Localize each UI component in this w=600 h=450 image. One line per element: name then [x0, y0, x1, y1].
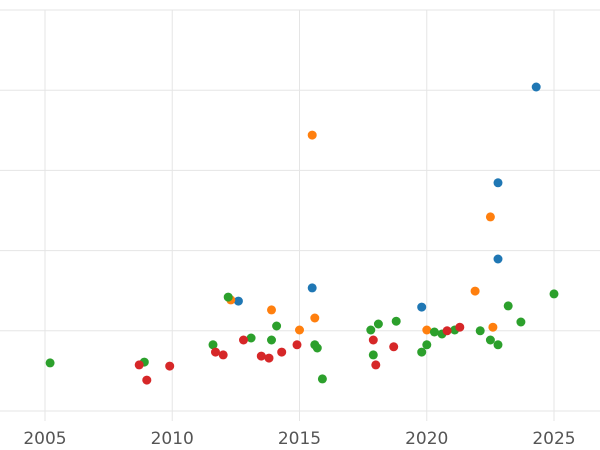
data-point-blue: [307, 283, 317, 293]
x-axis-tick-labels: 2005 2010 2015 2020 2025: [23, 429, 575, 449]
data-point-orange: [267, 305, 276, 315]
data-point-blue: [233, 296, 243, 306]
data-point-green: [417, 347, 427, 357]
data-point-green: [223, 292, 233, 302]
data-point-green: [373, 319, 383, 329]
data-point-orange: [295, 325, 304, 335]
data-point-green: [246, 333, 256, 343]
data-point-red: [277, 347, 287, 357]
data-point-red: [165, 361, 175, 371]
data-point-orange: [485, 212, 495, 222]
x-tick-label: 2020: [405, 429, 448, 449]
data-point-green: [312, 343, 322, 353]
data-point-green: [317, 374, 327, 384]
data-point-orange: [422, 325, 432, 335]
data-point-blue: [417, 302, 427, 312]
data-point-red: [455, 322, 465, 332]
x-tick-label: 2005: [23, 429, 66, 449]
data-point-green: [475, 326, 485, 336]
data-point-red: [142, 375, 152, 385]
data-point-green: [45, 358, 55, 368]
data-point-green: [368, 350, 378, 360]
data-point-red: [368, 335, 378, 345]
data-point-orange: [310, 313, 320, 323]
data-point-green: [267, 335, 276, 345]
data-point-green: [485, 335, 495, 345]
data-point-green: [549, 289, 559, 299]
data-point-green: [391, 316, 401, 326]
data-point-blue: [493, 254, 503, 264]
x-tick-label: 2025: [532, 429, 575, 449]
data-point-red: [218, 350, 228, 360]
data-point-red: [256, 351, 266, 361]
data-point-green: [422, 340, 432, 350]
data-point-green: [272, 321, 282, 331]
data-point-orange: [470, 286, 480, 296]
gridlines: [0, 9, 600, 421]
data-point-red: [292, 340, 302, 350]
data-point-red: [264, 353, 274, 363]
data-point-green: [493, 340, 503, 350]
x-tick-label: 2010: [151, 429, 194, 449]
data-point-red: [134, 360, 144, 370]
data-point-green: [429, 327, 439, 337]
data-point-green: [503, 301, 513, 311]
data-point-orange: [488, 322, 498, 332]
data-point-red: [239, 335, 248, 345]
data-point-green: [516, 317, 526, 327]
x-tick-label: 2015: [278, 429, 321, 449]
data-point-red: [211, 347, 220, 357]
data-point-blue: [493, 178, 503, 188]
data-point-blue: [531, 82, 541, 92]
data-point-red: [442, 326, 452, 336]
data-point-green: [366, 325, 376, 335]
data-points: [45, 82, 559, 385]
data-point-red: [371, 360, 381, 370]
data-point-red: [389, 342, 399, 352]
data-point-green: [208, 340, 218, 350]
data-point-orange: [307, 130, 317, 140]
